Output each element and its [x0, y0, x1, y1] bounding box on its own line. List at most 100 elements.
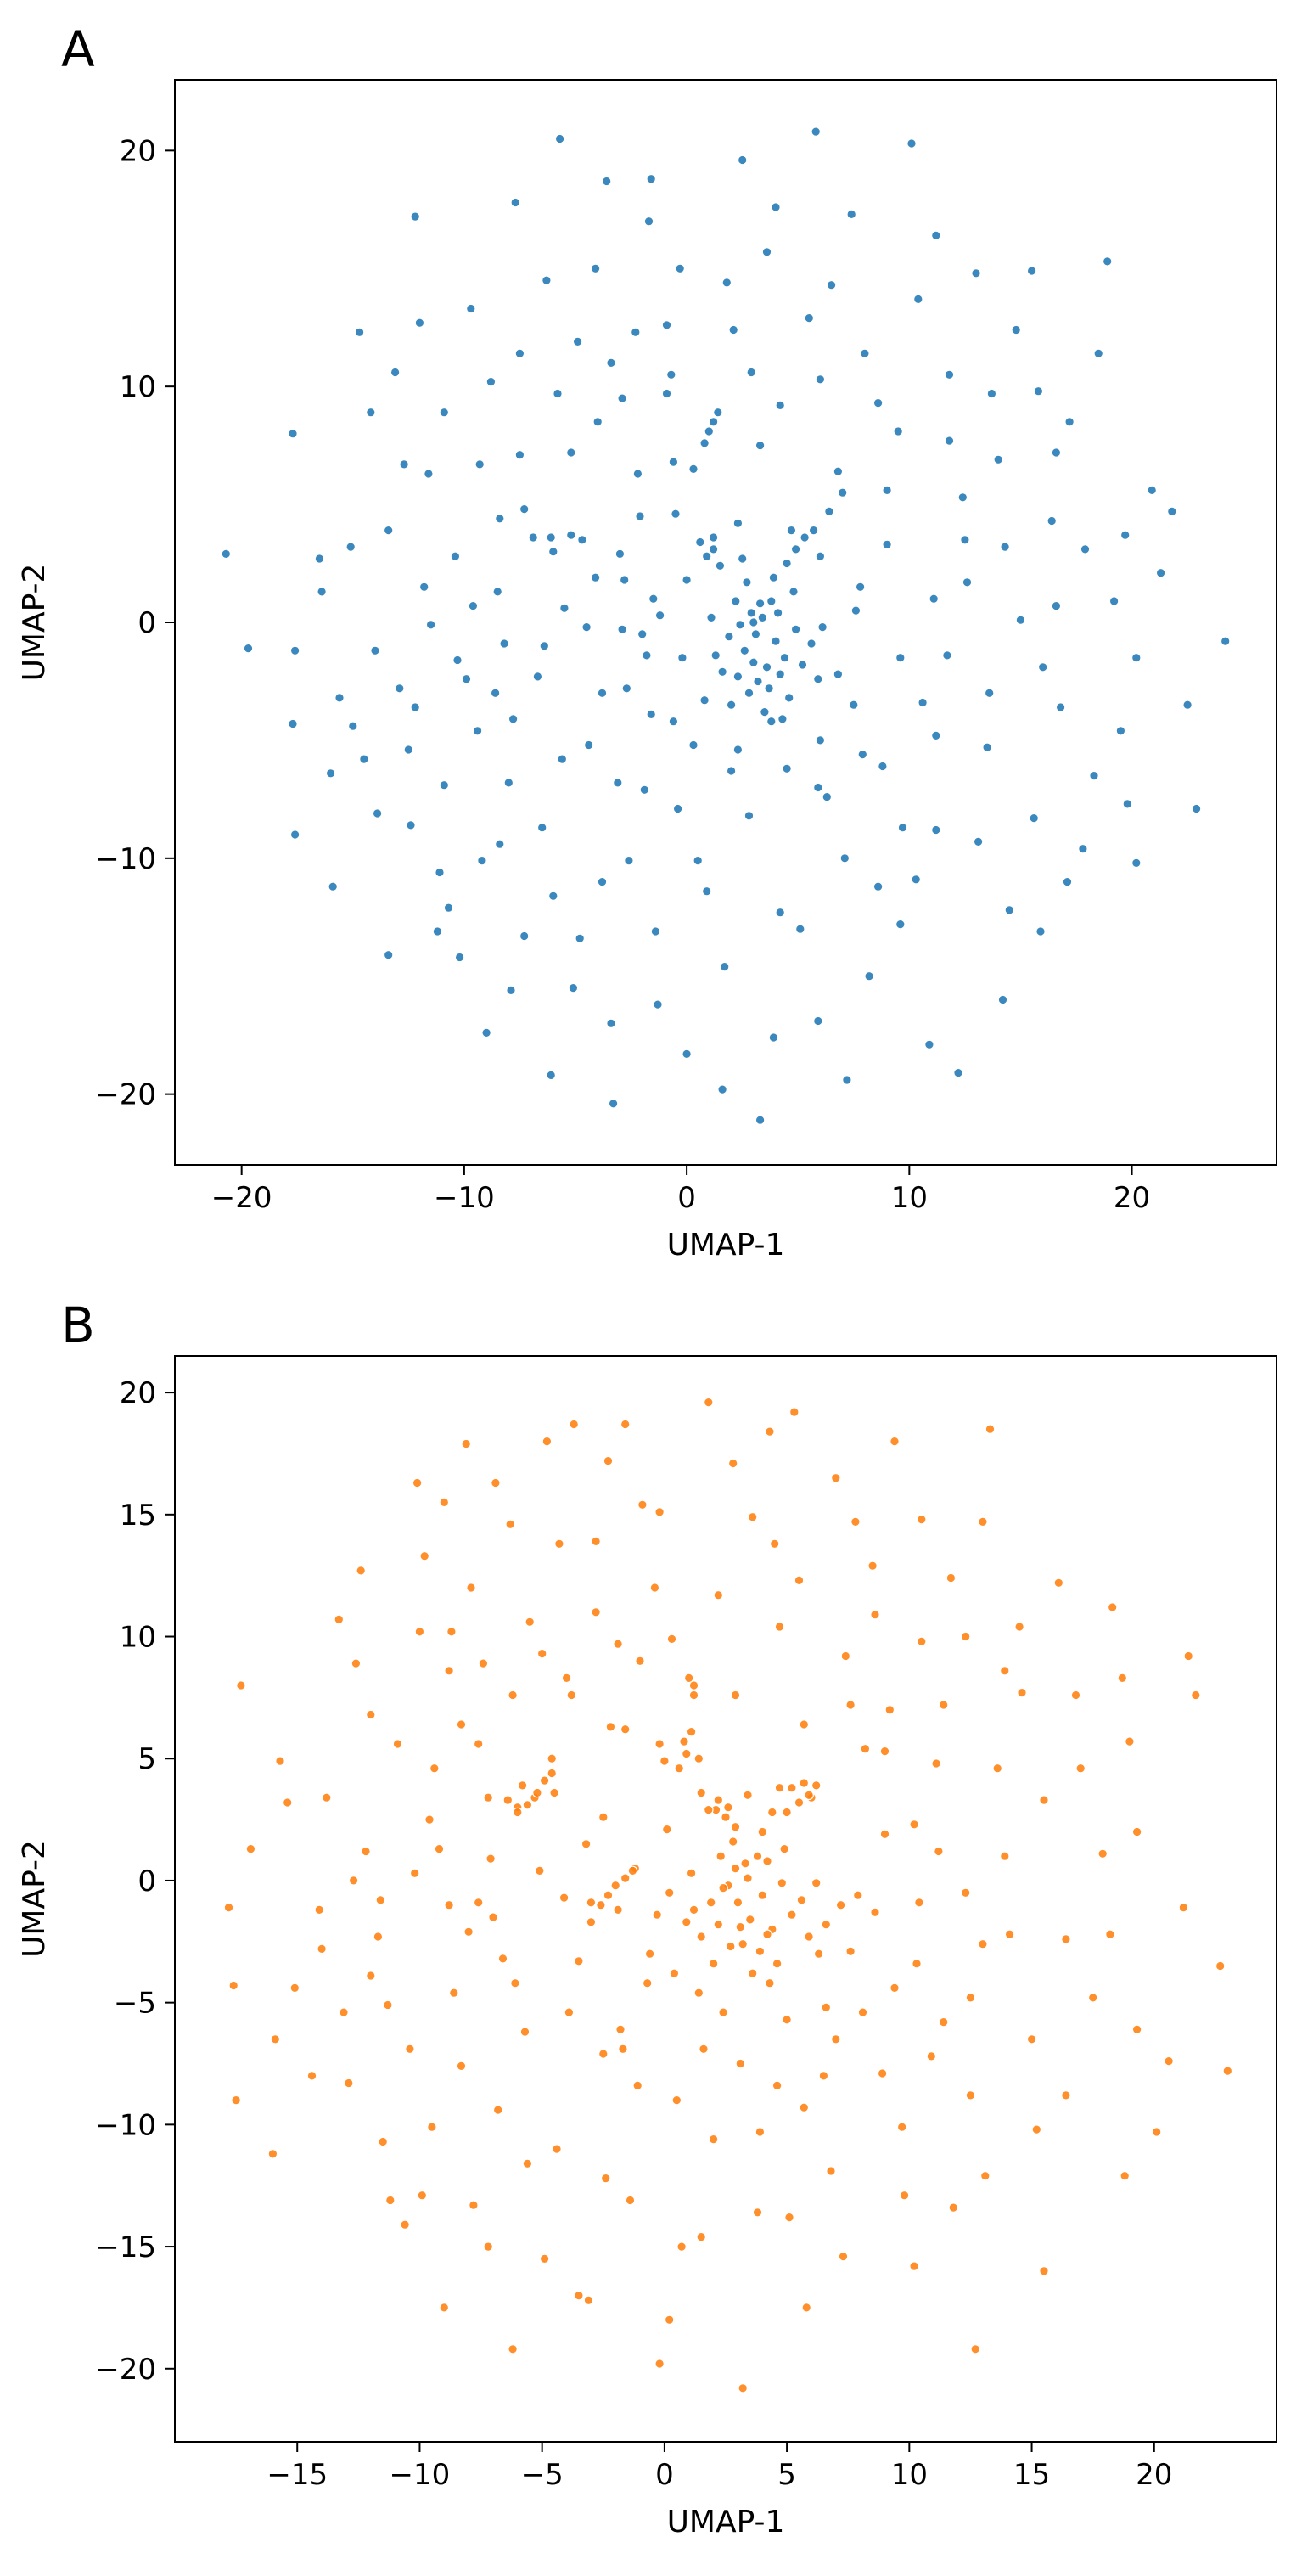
x-tick-label: −10 [390, 2458, 451, 2492]
data-point [439, 407, 450, 418]
data-point [746, 608, 756, 618]
data-point [704, 426, 715, 436]
data-point [370, 645, 380, 656]
data-point [405, 2044, 415, 2055]
data-point [1051, 600, 1062, 611]
data-point [732, 1898, 744, 1908]
data-point [890, 1983, 900, 1994]
data-point [717, 1084, 727, 1094]
data-point [895, 919, 906, 930]
data-point [931, 824, 941, 835]
data-point [478, 1658, 489, 1668]
data-point [620, 1873, 631, 1883]
data-point [635, 511, 645, 521]
data-point [852, 1890, 863, 1900]
data-point [870, 1907, 880, 1918]
data-point [630, 327, 641, 338]
data-point [314, 554, 325, 564]
data-point [373, 1932, 384, 1942]
data-point [661, 1824, 672, 1835]
data-point [566, 1690, 577, 1701]
data-point [703, 1397, 714, 1408]
data-point [646, 709, 656, 720]
data-point [410, 702, 420, 712]
y-tick-label: −20 [95, 2353, 156, 2387]
data-point [948, 2202, 959, 2213]
data-point [750, 629, 761, 639]
data-point [528, 532, 538, 543]
data-point [1026, 266, 1037, 276]
data-point [721, 1812, 731, 1822]
data-point [1080, 544, 1091, 554]
data-point [488, 1912, 498, 1922]
data-point [752, 1851, 763, 1861]
data-point [468, 600, 479, 611]
data-point [519, 503, 530, 515]
data-point [569, 1419, 579, 1430]
data-point [790, 624, 801, 635]
data-point [1078, 843, 1088, 854]
data-point [586, 1898, 597, 1908]
data-point [782, 558, 792, 569]
data-point [815, 735, 826, 745]
data-point [1017, 1687, 1027, 1698]
data-point [557, 754, 568, 764]
data-point [356, 1566, 366, 1576]
data-point [1026, 2034, 1037, 2044]
data-point [245, 1843, 256, 1854]
data-point [973, 836, 984, 847]
data-point [654, 2359, 665, 2369]
data-point [730, 1863, 741, 1874]
data-point [1055, 702, 1066, 712]
data-point [794, 1797, 805, 1808]
data-point [591, 1536, 601, 1547]
data-point [924, 1039, 934, 1050]
x-tick-label: 20 [1114, 1181, 1150, 1215]
data-point [637, 1499, 648, 1510]
data-point [642, 650, 652, 661]
data-point [772, 608, 783, 618]
data-point [1053, 1578, 1064, 1589]
data-point [1031, 2124, 1042, 2134]
data-point [997, 994, 1008, 1005]
data-point [738, 1938, 748, 1949]
data-point [317, 587, 327, 597]
data-point [403, 745, 414, 755]
data-point [775, 669, 785, 679]
data-point [917, 1514, 927, 1525]
data-point [737, 554, 748, 564]
data-point [406, 820, 416, 830]
data-point [826, 279, 837, 290]
data-point [845, 1946, 856, 1957]
data-point [506, 985, 516, 996]
data-point [906, 138, 917, 149]
data-point [826, 2166, 836, 2176]
data-point [510, 1977, 520, 1988]
data-point [552, 2144, 562, 2154]
x-tick-label: −20 [211, 1181, 272, 1215]
data-point [289, 1983, 300, 1994]
data-point [492, 587, 502, 597]
data-point [822, 791, 833, 802]
data-point [1182, 700, 1193, 710]
data-point [984, 688, 995, 699]
data-point [744, 810, 755, 821]
data-point [838, 2251, 849, 2262]
data-point [553, 388, 563, 399]
data-point [443, 903, 454, 913]
data-point [465, 303, 476, 314]
x-tick-label: 5 [777, 2458, 796, 2492]
data-point [708, 416, 719, 427]
data-point [624, 855, 634, 866]
data-point [424, 469, 434, 479]
data-point [539, 2253, 550, 2264]
data-point [761, 246, 772, 257]
data-point [450, 551, 461, 561]
data-point [519, 2027, 530, 2037]
data-point [783, 693, 794, 703]
data-point [813, 1949, 824, 1959]
data-point [693, 1753, 704, 1763]
data-point [574, 1956, 584, 1966]
data-point [1131, 652, 1142, 663]
data-point [485, 1853, 496, 1864]
